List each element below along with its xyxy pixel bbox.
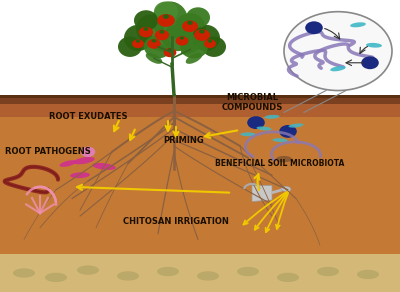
Ellipse shape bbox=[70, 172, 90, 178]
Circle shape bbox=[157, 14, 175, 27]
Ellipse shape bbox=[134, 10, 158, 31]
Ellipse shape bbox=[149, 42, 167, 52]
Bar bbox=[0, 0, 400, 95]
Circle shape bbox=[180, 36, 184, 40]
Ellipse shape bbox=[174, 13, 206, 45]
Circle shape bbox=[147, 39, 161, 49]
Circle shape bbox=[163, 14, 169, 19]
Circle shape bbox=[208, 40, 212, 43]
Ellipse shape bbox=[136, 15, 164, 44]
Ellipse shape bbox=[272, 138, 288, 142]
Text: MICROBIAL
COMPOUNDS: MICROBIAL COMPOUNDS bbox=[221, 93, 283, 112]
Ellipse shape bbox=[146, 53, 162, 64]
Ellipse shape bbox=[186, 53, 202, 64]
Ellipse shape bbox=[162, 25, 194, 51]
Circle shape bbox=[160, 30, 164, 34]
Circle shape bbox=[176, 36, 188, 46]
Ellipse shape bbox=[366, 43, 382, 48]
Text: ROOT PATHOGENS: ROOT PATHOGENS bbox=[5, 147, 91, 156]
Circle shape bbox=[168, 48, 172, 51]
Bar bbox=[0, 254, 400, 292]
Ellipse shape bbox=[264, 115, 280, 119]
Circle shape bbox=[284, 12, 392, 91]
Text: CHITOSAN IRRIGATION: CHITOSAN IRRIGATION bbox=[123, 218, 229, 226]
Ellipse shape bbox=[202, 36, 226, 57]
Ellipse shape bbox=[277, 273, 299, 282]
Ellipse shape bbox=[118, 36, 142, 57]
Text: PRIMING: PRIMING bbox=[164, 136, 204, 145]
Ellipse shape bbox=[154, 1, 178, 22]
Circle shape bbox=[152, 39, 156, 43]
Circle shape bbox=[81, 147, 95, 157]
Ellipse shape bbox=[13, 268, 35, 278]
Ellipse shape bbox=[180, 35, 208, 58]
Ellipse shape bbox=[288, 124, 304, 128]
Ellipse shape bbox=[157, 267, 179, 276]
Ellipse shape bbox=[237, 267, 259, 276]
Circle shape bbox=[204, 39, 216, 48]
Polygon shape bbox=[272, 187, 285, 194]
Ellipse shape bbox=[144, 35, 172, 58]
Circle shape bbox=[155, 30, 169, 40]
Text: BENEFICIAL SOIL MICROBIOTA: BENEFICIAL SOIL MICROBIOTA bbox=[215, 159, 345, 168]
Polygon shape bbox=[252, 185, 272, 201]
Bar bbox=[0, 101, 400, 117]
Circle shape bbox=[279, 125, 297, 138]
Ellipse shape bbox=[117, 271, 139, 281]
Circle shape bbox=[182, 20, 198, 32]
Bar bbox=[0, 95, 400, 98]
Text: ROOT EXUDATES: ROOT EXUDATES bbox=[49, 112, 127, 121]
Ellipse shape bbox=[60, 160, 76, 167]
Ellipse shape bbox=[240, 133, 256, 136]
Ellipse shape bbox=[281, 186, 291, 192]
Ellipse shape bbox=[192, 25, 220, 51]
Circle shape bbox=[132, 39, 144, 48]
Circle shape bbox=[361, 56, 379, 69]
Bar bbox=[0, 102, 400, 254]
Ellipse shape bbox=[256, 126, 272, 131]
Ellipse shape bbox=[152, 1, 188, 39]
Circle shape bbox=[187, 21, 193, 25]
Circle shape bbox=[139, 27, 153, 37]
Ellipse shape bbox=[181, 45, 199, 55]
Circle shape bbox=[247, 116, 265, 129]
Ellipse shape bbox=[124, 25, 152, 51]
Ellipse shape bbox=[317, 267, 339, 276]
Circle shape bbox=[305, 21, 323, 34]
Circle shape bbox=[194, 29, 210, 41]
Circle shape bbox=[199, 29, 205, 34]
Bar bbox=[0, 96, 400, 104]
Ellipse shape bbox=[186, 7, 210, 28]
Ellipse shape bbox=[45, 273, 67, 282]
Ellipse shape bbox=[330, 66, 346, 71]
Ellipse shape bbox=[77, 265, 99, 275]
Ellipse shape bbox=[197, 271, 219, 281]
Circle shape bbox=[136, 40, 140, 43]
Circle shape bbox=[144, 27, 148, 31]
Ellipse shape bbox=[73, 157, 95, 164]
Ellipse shape bbox=[350, 22, 366, 27]
Ellipse shape bbox=[357, 270, 379, 279]
Ellipse shape bbox=[276, 156, 292, 162]
Ellipse shape bbox=[92, 163, 116, 170]
Circle shape bbox=[164, 48, 176, 57]
